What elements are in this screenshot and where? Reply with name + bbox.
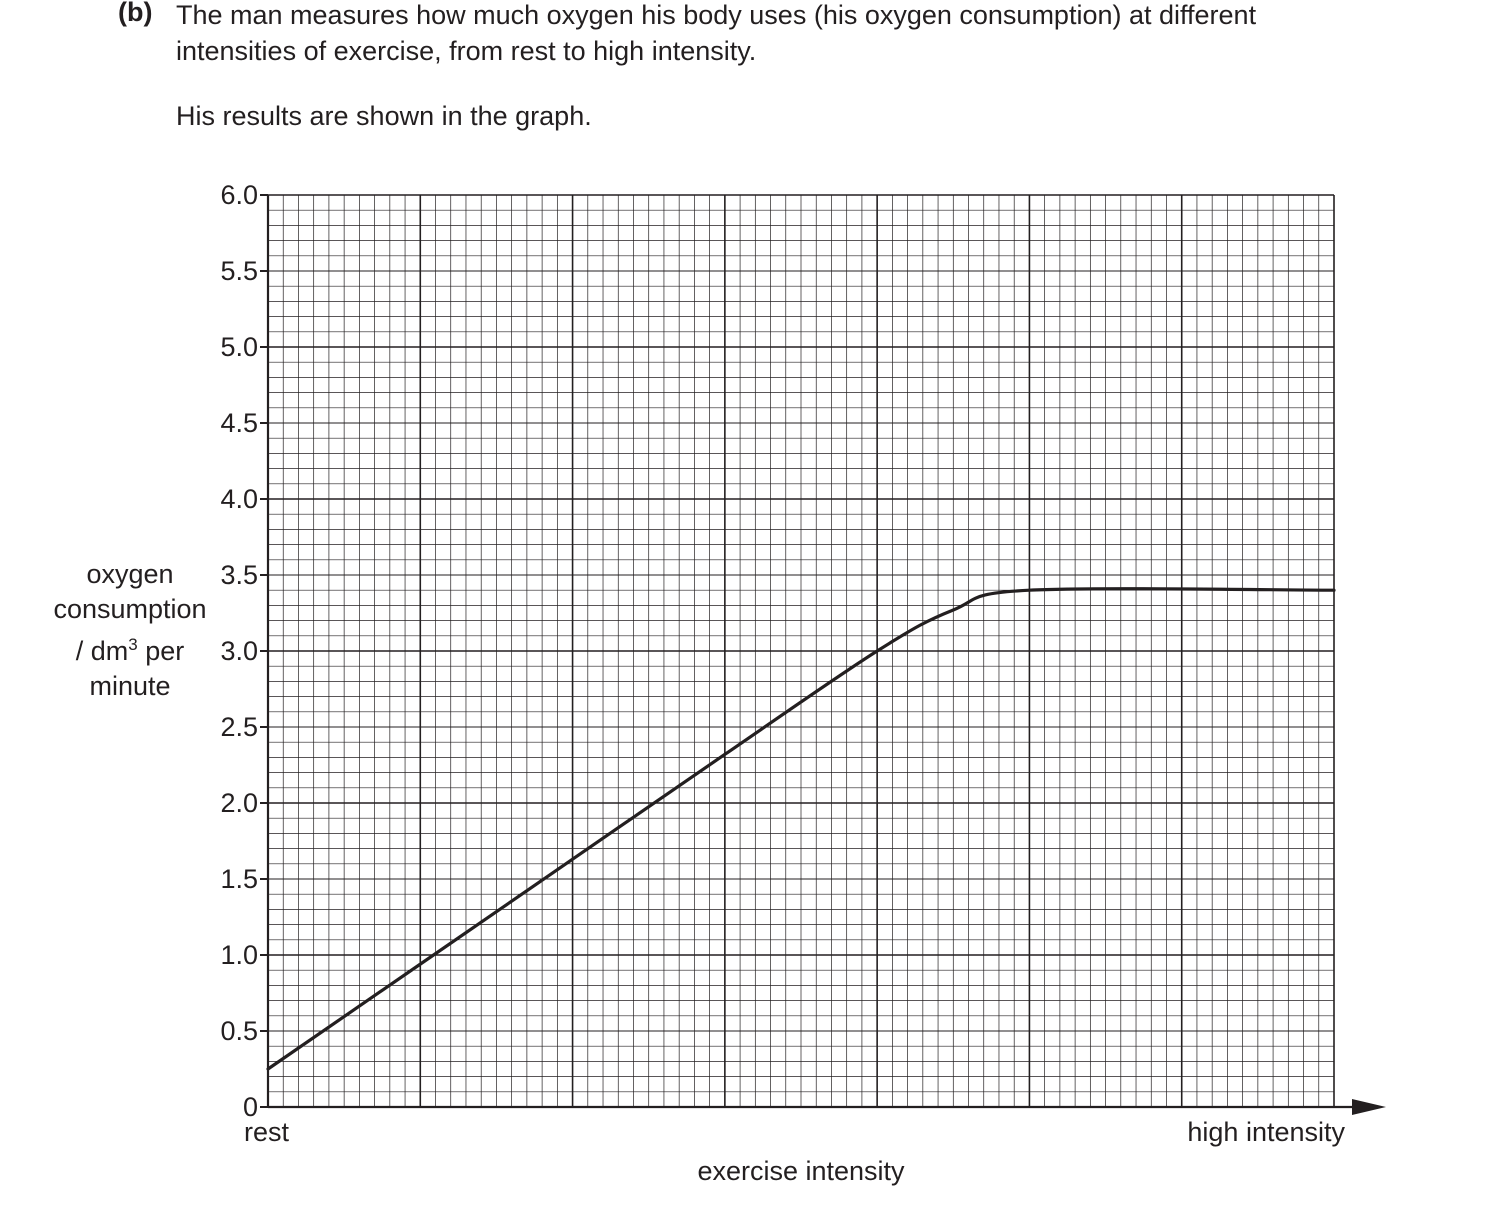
y-tick-label: 1.5 (220, 864, 258, 894)
y-axis-label-unit: / dm (75, 636, 129, 666)
y-axis-label-line-4: minute (89, 671, 171, 701)
y-tick-label: 6.0 (220, 180, 258, 210)
x-axis-arrowhead (1352, 1099, 1386, 1115)
y-tick-label: 0 (243, 1092, 258, 1122)
y-tick-label: 0.5 (220, 1016, 258, 1046)
series-group (266, 587, 1336, 1071)
y-tick-label: 5.0 (220, 332, 258, 362)
chart-grid (267, 194, 1335, 1108)
x-axis-label: exercise intensity (697, 1156, 905, 1186)
y-tick-label: 5.5 (220, 256, 258, 286)
y-axis-label: oxygen consumption / dm3 per minute (40, 557, 220, 704)
y-tick-label: 2.5 (220, 712, 258, 742)
y-axis-label-line-3: / dm3 per (40, 627, 220, 669)
y-ticks: 0 0.5 1.0 1.5 2.0 2.5 3.0 3.5 4.0 4.5 5.0 5.5 6.0 (220, 180, 268, 1122)
y-tick-label: 4.5 (220, 408, 258, 438)
oxygen-consumption-line (266, 587, 1336, 1071)
y-tick-label: 3.5 (220, 560, 258, 590)
y-axis-label-line-1: oxygen (86, 559, 174, 589)
question-label: (b) (118, 0, 153, 27)
y-tick-label: 2.0 (220, 788, 258, 818)
axis-labels: rest high intensity exercise intensity (244, 1117, 1345, 1186)
y-axis-label-per: per (137, 636, 185, 666)
x-tick-label-high-intensity: high intensity (1187, 1117, 1345, 1147)
y-axis-label-line-2: consumption (53, 594, 207, 624)
question-line-1: The man measures how much oxygen his bod… (176, 0, 1257, 30)
y-tick-label: 3.0 (220, 636, 258, 666)
x-tick-label-rest: rest (244, 1117, 290, 1147)
question-line-2: intensities of exercise, from rest to hi… (176, 36, 757, 66)
y-tick-label: 4.0 (220, 484, 258, 514)
results-text: His results are shown in the graph. (176, 101, 592, 131)
y-tick-label: 1.0 (220, 940, 258, 970)
question-text: The man measures how much oxygen his bod… (176, 0, 1436, 69)
y-axis-label-exponent: 3 (128, 635, 138, 654)
